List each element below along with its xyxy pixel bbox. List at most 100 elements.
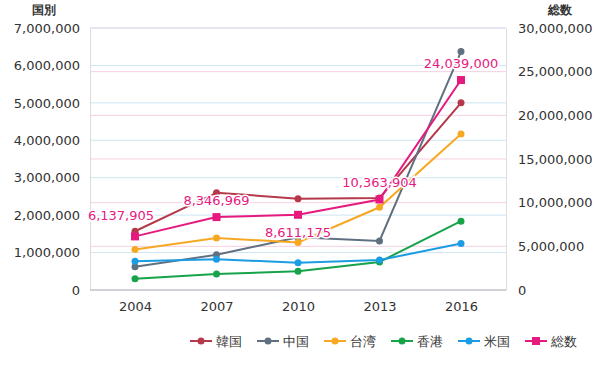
grid-line bbox=[90, 115, 506, 116]
grid-line bbox=[90, 102, 506, 103]
tick-label: 5,000,000 bbox=[14, 96, 80, 111]
tick: 0 bbox=[506, 283, 526, 298]
y-axis: 0 1,000,000 2,000,000 3,000,000 4,000,000 5,0… bbox=[14, 21, 91, 298]
marker bbox=[295, 259, 302, 266]
data-label: 8,346,969 bbox=[183, 193, 249, 208]
marker bbox=[132, 275, 139, 282]
tick: 3,000,000 bbox=[14, 170, 90, 185]
tick-label: 30,000,000 bbox=[518, 21, 592, 36]
tick: 1,000,000 bbox=[14, 245, 90, 260]
tick-label: 25,000,000 bbox=[518, 64, 592, 79]
tick-label: 2007 bbox=[200, 299, 233, 314]
tick: 2013 bbox=[363, 290, 396, 314]
tick-label: 3,000,000 bbox=[14, 170, 80, 185]
tick: 2007 bbox=[200, 290, 233, 314]
tick: 20,000,000 bbox=[506, 108, 592, 123]
grid-line bbox=[90, 290, 506, 291]
grid-line bbox=[90, 159, 506, 160]
axis-title: 総数 bbox=[547, 3, 573, 17]
grid-y2 bbox=[90, 28, 506, 290]
marker bbox=[295, 268, 302, 275]
tick-label: 6,000,000 bbox=[14, 58, 80, 73]
legend-label: 韓国 bbox=[216, 334, 242, 349]
legend-item: 米国 bbox=[458, 334, 510, 349]
tick-label: 2,000,000 bbox=[14, 208, 80, 223]
data-label: 6,137,905 bbox=[88, 208, 154, 223]
tick: 2004 bbox=[119, 290, 152, 314]
marker bbox=[376, 237, 383, 244]
marker bbox=[458, 240, 465, 247]
tick: 5,000,000 bbox=[14, 96, 90, 111]
grid-line bbox=[90, 28, 506, 29]
tick-label: 2016 bbox=[445, 299, 478, 314]
tick-label: 2010 bbox=[282, 299, 315, 314]
tick: 0 bbox=[72, 283, 90, 298]
tick: 2010 bbox=[282, 290, 315, 314]
grid-y bbox=[90, 28, 506, 290]
legend-marker bbox=[399, 338, 406, 345]
tick-label: 4,000,000 bbox=[14, 133, 80, 148]
axis-title: 国別 bbox=[32, 3, 56, 17]
tick-label: 0 bbox=[72, 283, 80, 298]
legend: 韓国中国台湾香港米国総数 bbox=[190, 334, 577, 349]
legend-label: 総数 bbox=[550, 334, 577, 349]
tick: 6,000,000 bbox=[14, 58, 90, 73]
grid-line bbox=[90, 140, 506, 141]
legend-marker bbox=[198, 338, 205, 345]
series-line bbox=[135, 52, 461, 267]
grid-line bbox=[90, 252, 506, 253]
marker bbox=[295, 239, 302, 246]
tick-label: 5,000,000 bbox=[518, 239, 584, 254]
marker bbox=[213, 213, 221, 221]
tick-label: 7,000,000 bbox=[14, 21, 80, 36]
legend-marker bbox=[466, 338, 473, 345]
axis-line bbox=[90, 29, 91, 291]
data-label: 10,363,904 bbox=[342, 175, 416, 190]
tick: 30,000,000 bbox=[506, 21, 592, 36]
grid-line bbox=[90, 177, 506, 178]
marker bbox=[213, 234, 220, 241]
legend-item: 韓国 bbox=[190, 334, 242, 349]
marker bbox=[457, 76, 465, 84]
axis-line bbox=[90, 290, 506, 291]
marker bbox=[458, 130, 465, 137]
marker bbox=[458, 48, 465, 55]
legend-item: 香港 bbox=[391, 334, 443, 349]
grid-line bbox=[90, 202, 506, 203]
marker bbox=[132, 258, 139, 265]
marker bbox=[458, 218, 465, 225]
tick: 5,000,000 bbox=[506, 239, 584, 254]
marker bbox=[376, 257, 383, 264]
grid-line bbox=[90, 28, 506, 29]
data-label: 8,611,175 bbox=[265, 225, 331, 240]
marker bbox=[294, 211, 302, 219]
marker bbox=[131, 232, 139, 240]
legend-label: 中国 bbox=[283, 334, 309, 349]
series-line bbox=[135, 221, 461, 279]
marker bbox=[295, 195, 302, 202]
tick-label: 20,000,000 bbox=[518, 108, 592, 123]
marker bbox=[213, 270, 220, 277]
legend-marker bbox=[265, 338, 272, 345]
tick-label: 0 bbox=[518, 283, 526, 298]
marker bbox=[132, 246, 139, 253]
tick-label: 15,000,000 bbox=[518, 152, 592, 167]
axis-line bbox=[506, 29, 507, 291]
legend-item: 中国 bbox=[257, 334, 309, 349]
legend-marker bbox=[532, 337, 540, 345]
data-labels: 6,137,9058,346,9698,611,17510,363,90424,… bbox=[88, 56, 498, 240]
tick: 2016 bbox=[445, 290, 478, 314]
x-axis: 2004 2007 2010 2013 2016 bbox=[90, 290, 506, 314]
legend-label: 米国 bbox=[484, 334, 510, 349]
legend-item: 総数 bbox=[525, 334, 577, 349]
grid-line bbox=[90, 290, 506, 291]
legend-label: 香港 bbox=[417, 334, 443, 349]
chart: 0 1,000,000 2,000,000 3,000,000 4,000,000 5,0… bbox=[0, 0, 600, 365]
tick: 2,000,000 bbox=[14, 208, 90, 223]
tick-label: 2013 bbox=[363, 299, 396, 314]
legend-marker bbox=[332, 338, 339, 345]
tick-label: 2004 bbox=[119, 299, 152, 314]
marker bbox=[376, 204, 383, 211]
plot-marks bbox=[131, 48, 465, 282]
tick: 10,000,000 bbox=[506, 195, 592, 210]
